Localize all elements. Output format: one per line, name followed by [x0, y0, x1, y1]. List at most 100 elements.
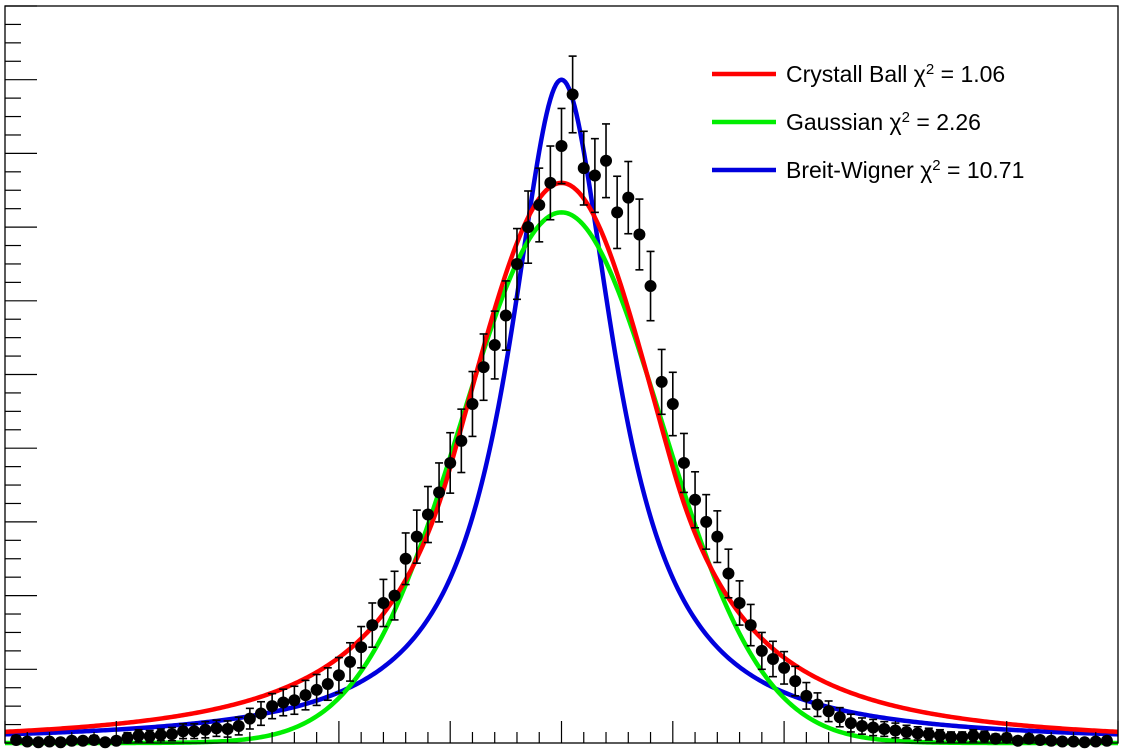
data-point — [533, 167, 546, 243]
data-point — [54, 736, 67, 749]
data-points — [10, 55, 1113, 749]
data-point — [566, 55, 579, 134]
data-marker — [399, 552, 412, 565]
data-marker — [655, 375, 668, 388]
data-marker — [577, 162, 590, 175]
data-point — [722, 548, 735, 599]
data-marker — [321, 678, 334, 691]
data-marker — [277, 696, 290, 709]
data-marker — [210, 722, 223, 735]
data-point — [711, 510, 724, 564]
data-marker — [822, 705, 835, 718]
data-point — [822, 700, 835, 723]
data-marker — [878, 722, 891, 735]
legend-label-breit-wigner: Breit-Wigner χ2 = 10.71 — [786, 157, 1024, 184]
data-marker — [700, 515, 713, 528]
data-marker — [488, 339, 501, 352]
data-marker — [332, 669, 345, 682]
data-marker — [755, 644, 768, 657]
data-point — [10, 734, 23, 747]
data-point — [1100, 734, 1113, 747]
data-point — [466, 370, 479, 438]
data-marker — [355, 641, 368, 654]
data-marker — [410, 530, 423, 543]
data-point — [310, 673, 323, 707]
data-point — [878, 720, 891, 738]
data-marker — [633, 228, 646, 241]
data-marker — [232, 720, 245, 733]
data-marker — [1011, 734, 1024, 747]
data-marker — [377, 596, 390, 609]
legend-label-gaussian: Gaussian χ2 = 2.26 — [786, 109, 981, 136]
data-marker — [689, 493, 702, 506]
data-marker — [844, 717, 857, 730]
data-point — [844, 713, 857, 733]
data-point — [455, 408, 468, 474]
data-point — [1056, 735, 1069, 748]
data-point — [444, 431, 457, 494]
data-point — [399, 532, 412, 586]
data-marker — [622, 191, 635, 204]
data-marker — [32, 736, 45, 749]
data-marker — [856, 720, 869, 733]
data-point — [421, 485, 434, 544]
data-marker — [76, 734, 89, 747]
data-point — [945, 731, 958, 744]
data-marker — [299, 689, 312, 702]
data-point — [666, 371, 679, 437]
data-marker — [243, 712, 256, 725]
data-point — [833, 706, 846, 728]
data-marker — [466, 397, 479, 410]
data-point — [332, 656, 345, 694]
data-point — [555, 107, 568, 185]
data-point — [766, 640, 779, 678]
data-point — [366, 602, 379, 648]
data-marker — [10, 734, 23, 747]
data-marker — [421, 508, 434, 521]
data-marker — [344, 655, 357, 668]
data-point — [243, 707, 256, 730]
data-marker — [588, 169, 601, 182]
data-marker — [778, 661, 791, 674]
data-point — [811, 692, 824, 718]
data-point — [210, 719, 223, 738]
axes — [4, 5, 1119, 744]
data-point — [188, 723, 201, 740]
data-marker — [833, 711, 846, 724]
data-point — [677, 432, 690, 494]
data-point — [744, 603, 757, 647]
data-marker — [455, 434, 468, 447]
data-point — [32, 736, 45, 749]
data-point — [1034, 734, 1047, 747]
data-point — [76, 734, 89, 747]
legend-label-crystal-ball: Crystall Ball χ2 = 1.06 — [786, 61, 1005, 88]
data-point — [288, 685, 301, 716]
data-marker — [733, 596, 746, 609]
data-point — [789, 665, 802, 697]
data-point — [199, 720, 212, 739]
legend-entry-breit-wigner: Breit-Wigner χ2 = 10.71 — [712, 157, 1024, 184]
data-marker — [722, 567, 735, 580]
data-marker — [555, 140, 568, 153]
data-marker — [54, 736, 67, 749]
legend: Crystall Ball χ2 = 1.06 Gaussian χ2 = 2.… — [712, 61, 1024, 184]
data-marker — [900, 725, 913, 738]
data-marker — [177, 725, 190, 738]
data-marker — [254, 707, 267, 720]
data-point — [266, 692, 279, 720]
data-point — [388, 570, 401, 621]
data-point — [577, 130, 590, 206]
data-point — [321, 667, 334, 702]
data-point — [1078, 736, 1091, 749]
data-marker — [711, 530, 724, 543]
data-marker — [544, 176, 557, 189]
data-point — [499, 280, 512, 351]
data-point — [377, 578, 390, 628]
data-point — [165, 726, 178, 742]
data-marker — [989, 732, 1002, 745]
data-marker — [433, 486, 446, 499]
data-marker — [1100, 734, 1113, 747]
data-marker — [666, 397, 679, 410]
data-point — [755, 631, 768, 671]
